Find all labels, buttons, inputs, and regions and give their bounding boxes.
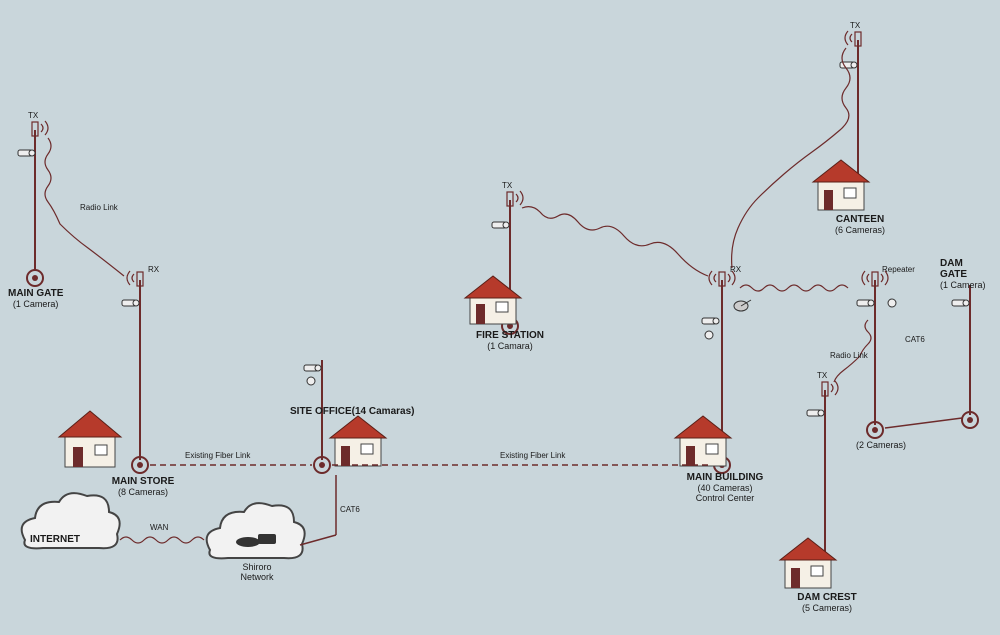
house-canteen (813, 160, 869, 210)
camera-main-building (702, 318, 719, 324)
label-main-gate: MAIN GATE (1 Camera) (8, 288, 63, 309)
house-site-office (330, 416, 386, 466)
label-canteen: CANTEEN (6 Cameras) (820, 214, 900, 235)
camera-repeater-2 (888, 299, 896, 307)
label-site-office: SITE OFFICE(14 Camaras) (290, 406, 450, 417)
label-fire-station: FIRE STATION (1 Camara) (460, 330, 560, 351)
label-repeater-cams: (2 Cameras) (846, 440, 916, 450)
label-shiroro: Shiroro Network (232, 562, 282, 582)
label-dam-crest: DAM CREST (5 Cameras) (782, 592, 872, 613)
label-internet: INTERNET (30, 534, 80, 545)
camera-canteen (840, 62, 857, 68)
ring-main-gate (27, 270, 43, 286)
link-cat6a-h (300, 535, 336, 545)
link-wan (120, 537, 204, 543)
camera-dam-gate (952, 300, 969, 306)
tag-repeater: Repeater (882, 265, 915, 274)
label-dam-gate: DAM GATE (1 Camera) (940, 258, 1000, 290)
link-radio-canteen (732, 48, 850, 268)
tag-main-gate: TX (28, 111, 39, 120)
camera-site-office-2 (307, 377, 315, 385)
label-fiber1: Existing Fiber Link (185, 451, 251, 460)
antenna-main-store (127, 271, 143, 286)
label-radio2: Radio Link (830, 351, 869, 360)
dish-main-building (734, 300, 751, 311)
antenna-fire-station (507, 191, 523, 206)
ring-site-office (314, 457, 330, 473)
antenna-dam-crest (822, 381, 838, 396)
antenna-main-gate (32, 121, 48, 136)
ring-main-building (714, 457, 730, 473)
antenna-repeater (862, 271, 888, 286)
house-dam-crest (780, 538, 836, 588)
camera-main-gate (18, 150, 35, 156)
antenna-canteen (845, 31, 861, 46)
link-radio-repeater (740, 285, 848, 291)
ring-main-store (132, 457, 148, 473)
tag-canteen: TX (850, 21, 861, 30)
camera-repeater (857, 300, 874, 306)
label-radio-main: Radio Link (80, 203, 119, 212)
antenna-main-building (709, 271, 735, 286)
camera-main-store (122, 300, 139, 306)
link-radio-fire (522, 207, 708, 276)
label-wan: WAN (150, 523, 169, 532)
label-cat6b: CAT6 (905, 335, 925, 344)
house-main-store (59, 411, 121, 467)
link-cat6b-h (885, 418, 962, 428)
camera-site-office (304, 365, 321, 371)
house-main-building (675, 416, 731, 466)
tag-main-building: RX (730, 265, 742, 274)
label-fiber2: Existing Fiber Link (500, 451, 566, 460)
tag-dam-crest: TX (817, 371, 828, 380)
label-cat6a: CAT6 (340, 505, 360, 514)
camera-fire-station (492, 222, 509, 228)
ring-repeater (867, 422, 883, 438)
cloud-shiroro (207, 503, 305, 558)
link-radio-main (45, 138, 124, 276)
link-radio-dam-crest (834, 320, 871, 382)
diagram-svg: TX RX TX RX TX Repeater TX (0, 0, 1000, 635)
tag-main-store: RX (148, 265, 160, 274)
label-main-store: MAIN STORE (8 Cameras) (98, 476, 188, 497)
ring-dam-gate (962, 412, 978, 428)
camera-dam-crest (807, 410, 824, 416)
tag-fire-station: TX (502, 181, 513, 190)
house-fire-station (465, 276, 521, 324)
camera-main-building-2 (705, 331, 713, 339)
label-main-building: MAIN BUILDING (40 Cameras) Control Cente… (670, 472, 780, 503)
